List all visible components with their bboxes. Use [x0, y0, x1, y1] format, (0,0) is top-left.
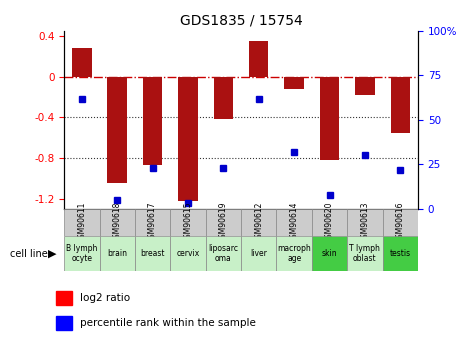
Text: liver: liver — [250, 249, 267, 258]
FancyBboxPatch shape — [276, 236, 312, 271]
FancyBboxPatch shape — [347, 236, 383, 271]
Text: GSM90619: GSM90619 — [219, 202, 228, 243]
FancyBboxPatch shape — [99, 236, 135, 271]
FancyBboxPatch shape — [170, 209, 206, 236]
Text: GSM90611: GSM90611 — [77, 202, 86, 243]
Text: skin: skin — [322, 249, 337, 258]
Bar — [249, 41, 268, 77]
FancyBboxPatch shape — [64, 209, 99, 236]
FancyBboxPatch shape — [64, 236, 99, 271]
Text: B lymph
ocyte: B lymph ocyte — [66, 244, 97, 263]
Title: GDS1835 / 15754: GDS1835 / 15754 — [180, 13, 303, 27]
Bar — [320, 77, 339, 160]
Text: macroph
age: macroph age — [277, 244, 311, 263]
FancyBboxPatch shape — [312, 209, 347, 236]
Text: brain: brain — [107, 249, 127, 258]
Text: ▶: ▶ — [48, 249, 56, 258]
Text: GSM90615: GSM90615 — [183, 202, 192, 243]
Bar — [107, 77, 127, 183]
Text: log2 ratio: log2 ratio — [80, 293, 130, 303]
Text: GSM90614: GSM90614 — [290, 202, 299, 243]
Text: GSM90617: GSM90617 — [148, 202, 157, 243]
Bar — [178, 77, 198, 200]
Text: GSM90613: GSM90613 — [361, 202, 370, 243]
FancyBboxPatch shape — [170, 236, 206, 271]
Text: GSM90620: GSM90620 — [325, 202, 334, 243]
Text: cell line: cell line — [10, 249, 47, 258]
Bar — [56, 291, 72, 305]
Bar — [143, 77, 162, 165]
FancyBboxPatch shape — [312, 236, 347, 271]
Bar — [72, 48, 92, 77]
Text: liposarc
oma: liposarc oma — [209, 244, 238, 263]
FancyBboxPatch shape — [383, 209, 418, 236]
FancyBboxPatch shape — [383, 236, 418, 271]
Bar — [285, 77, 304, 89]
Bar — [56, 316, 72, 330]
FancyBboxPatch shape — [241, 236, 276, 271]
Bar — [214, 77, 233, 119]
Bar — [390, 77, 410, 132]
FancyBboxPatch shape — [135, 209, 170, 236]
FancyBboxPatch shape — [347, 209, 383, 236]
Text: breast: breast — [140, 249, 165, 258]
FancyBboxPatch shape — [206, 236, 241, 271]
FancyBboxPatch shape — [206, 209, 241, 236]
Text: T lymph
oblast: T lymph oblast — [350, 244, 380, 263]
Bar — [355, 77, 375, 95]
Text: GSM90616: GSM90616 — [396, 202, 405, 243]
FancyBboxPatch shape — [276, 209, 312, 236]
FancyBboxPatch shape — [99, 209, 135, 236]
Text: GSM90618: GSM90618 — [113, 202, 122, 243]
Text: GSM90612: GSM90612 — [254, 202, 263, 243]
Text: percentile rank within the sample: percentile rank within the sample — [80, 318, 256, 328]
Text: testis: testis — [390, 249, 411, 258]
Text: cervix: cervix — [176, 249, 200, 258]
FancyBboxPatch shape — [241, 209, 276, 236]
FancyBboxPatch shape — [135, 236, 170, 271]
